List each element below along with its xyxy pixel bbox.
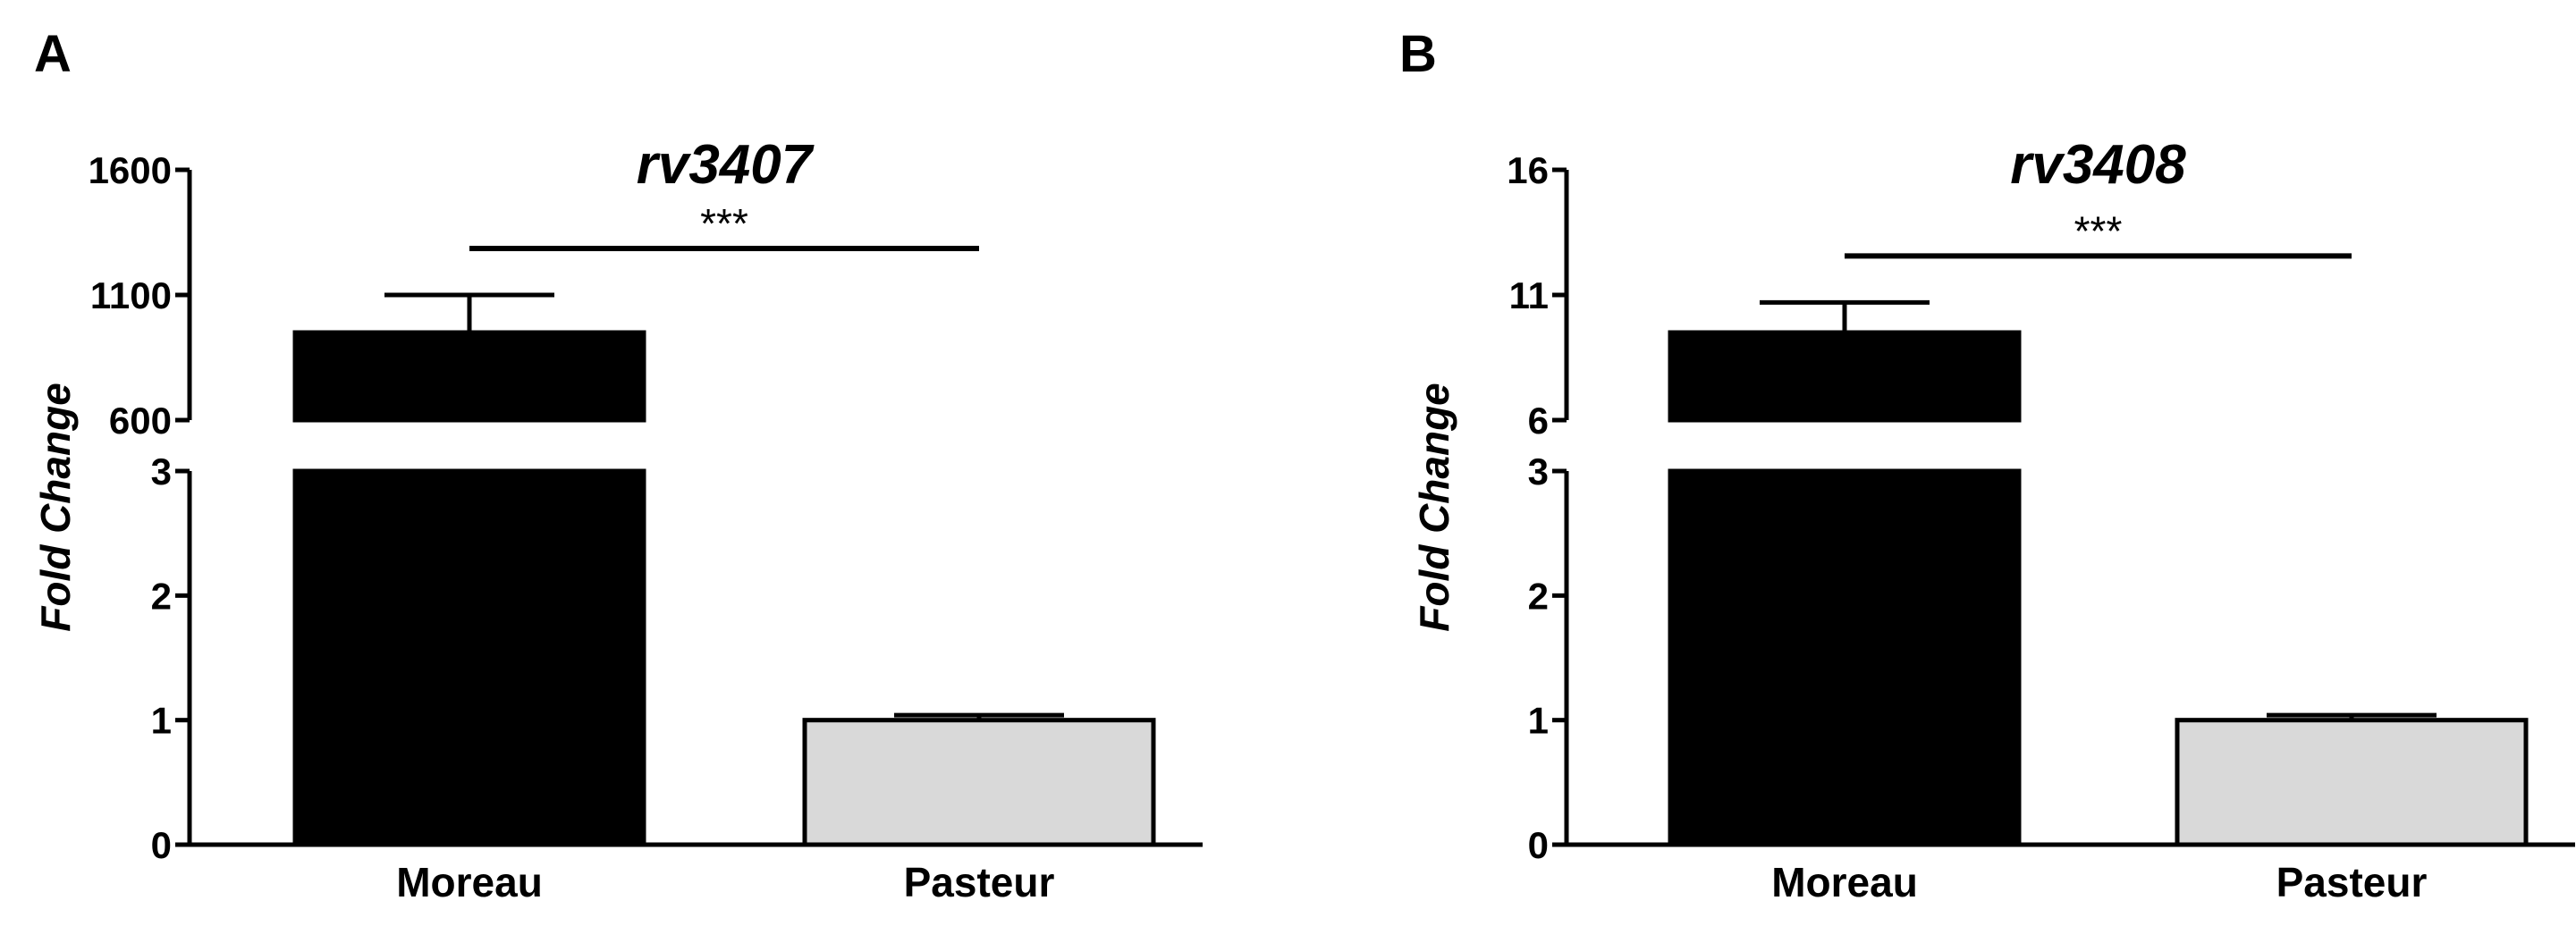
y-tick-label-lower: 0 [151,824,172,866]
y-tick-label-lower: 3 [151,450,172,492]
y-tick-label-upper: 1600 [89,149,172,191]
y-tick-label-lower: 2 [1528,575,1549,617]
y-tick-label-lower: 0 [1528,824,1549,866]
x-tick-label-moreau: Moreau [1771,859,1918,905]
x-tick-label-pasteur: Pasteur [2276,859,2428,905]
y-tick-label-upper: 1100 [90,274,172,316]
significance-label: *** [700,200,748,247]
y-tick-label-lower: 2 [151,575,172,617]
y-tick-label-lower: 3 [1528,450,1549,492]
x-tick-label-pasteur: Pasteur [904,859,1055,905]
bar-pasteur [2175,718,2529,847]
bar-moreau-lower [292,468,646,847]
y-axis-label: Fold Change [1411,383,1457,632]
y-axis-label: Fold Change [32,383,79,632]
bar-moreau-lower [1668,468,2022,847]
y-tick-label-upper: 600 [109,400,172,442]
x-tick-label-moreau: Moreau [396,859,543,905]
y-tick-label-upper: 11 [1509,274,1549,316]
y-tick-label-upper: 6 [1528,400,1549,442]
bar-moreau-upper [1668,330,2022,423]
panel-letter: A [34,25,72,83]
y-tick-label-lower: 1 [151,700,172,742]
bar-pasteur [802,718,1156,847]
bar-moreau-upper [292,330,646,423]
chart-title: rv3408 [2010,134,2186,196]
significance-label: *** [2074,207,2123,254]
y-tick-label-upper: 16 [1507,149,1549,191]
panel-letter: B [1399,25,1437,83]
chart-title: rv3407 [637,134,815,196]
y-tick-label-lower: 1 [1528,700,1549,742]
